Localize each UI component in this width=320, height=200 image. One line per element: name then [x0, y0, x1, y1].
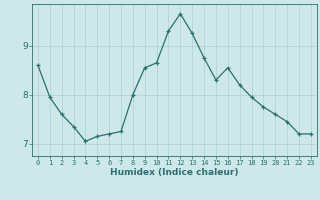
X-axis label: Humidex (Indice chaleur): Humidex (Indice chaleur) [110, 168, 239, 177]
